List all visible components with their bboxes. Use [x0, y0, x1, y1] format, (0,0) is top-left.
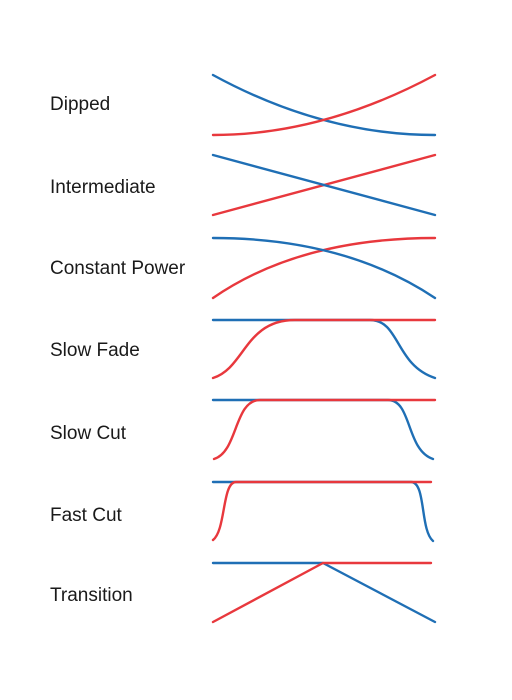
crossfade-curve-fast-cut	[211, 480, 435, 543]
fade-in-curve-slow-fade	[211, 318, 437, 380]
crossfade-label-intermediate: Intermediate	[50, 177, 156, 198]
crossfade-label-slow-fade: Slow Fade	[50, 340, 140, 361]
crossfade-curve-slow-cut	[211, 398, 437, 461]
fade-out-curve-intermediate	[211, 153, 437, 217]
crossfade-curve-intermediate	[211, 153, 437, 217]
fade-in-curve-transition	[211, 561, 433, 624]
crossfade-curve-dipped	[211, 73, 437, 137]
crossfade-curve-transition	[211, 561, 437, 624]
crossfade-label-constant-power: Constant Power	[50, 258, 186, 279]
fade-in-curve-dipped	[211, 73, 437, 137]
fade-out-curve-fast-cut	[211, 480, 435, 543]
fade-out-curve-transition	[211, 561, 437, 624]
crossfade-label-fast-cut: Fast Cut	[50, 505, 122, 526]
fade-out-curve-dipped	[211, 73, 437, 137]
fade-in-curve-fast-cut	[211, 480, 433, 542]
crossfade-curve-constant-power	[211, 236, 437, 300]
fade-in-curve-slow-cut	[212, 398, 437, 461]
fade-out-curve-slow-fade	[211, 318, 437, 380]
crossfade-label-transition: Transition	[50, 585, 133, 606]
crossfade-curve-slow-fade	[211, 318, 437, 380]
crossfade-label-dipped: Dipped	[50, 94, 111, 115]
fade-in-curve-constant-power	[211, 236, 437, 300]
crossfade-label-slow-cut: Slow Cut	[50, 423, 127, 444]
fade-out-curve-constant-power	[211, 236, 437, 300]
